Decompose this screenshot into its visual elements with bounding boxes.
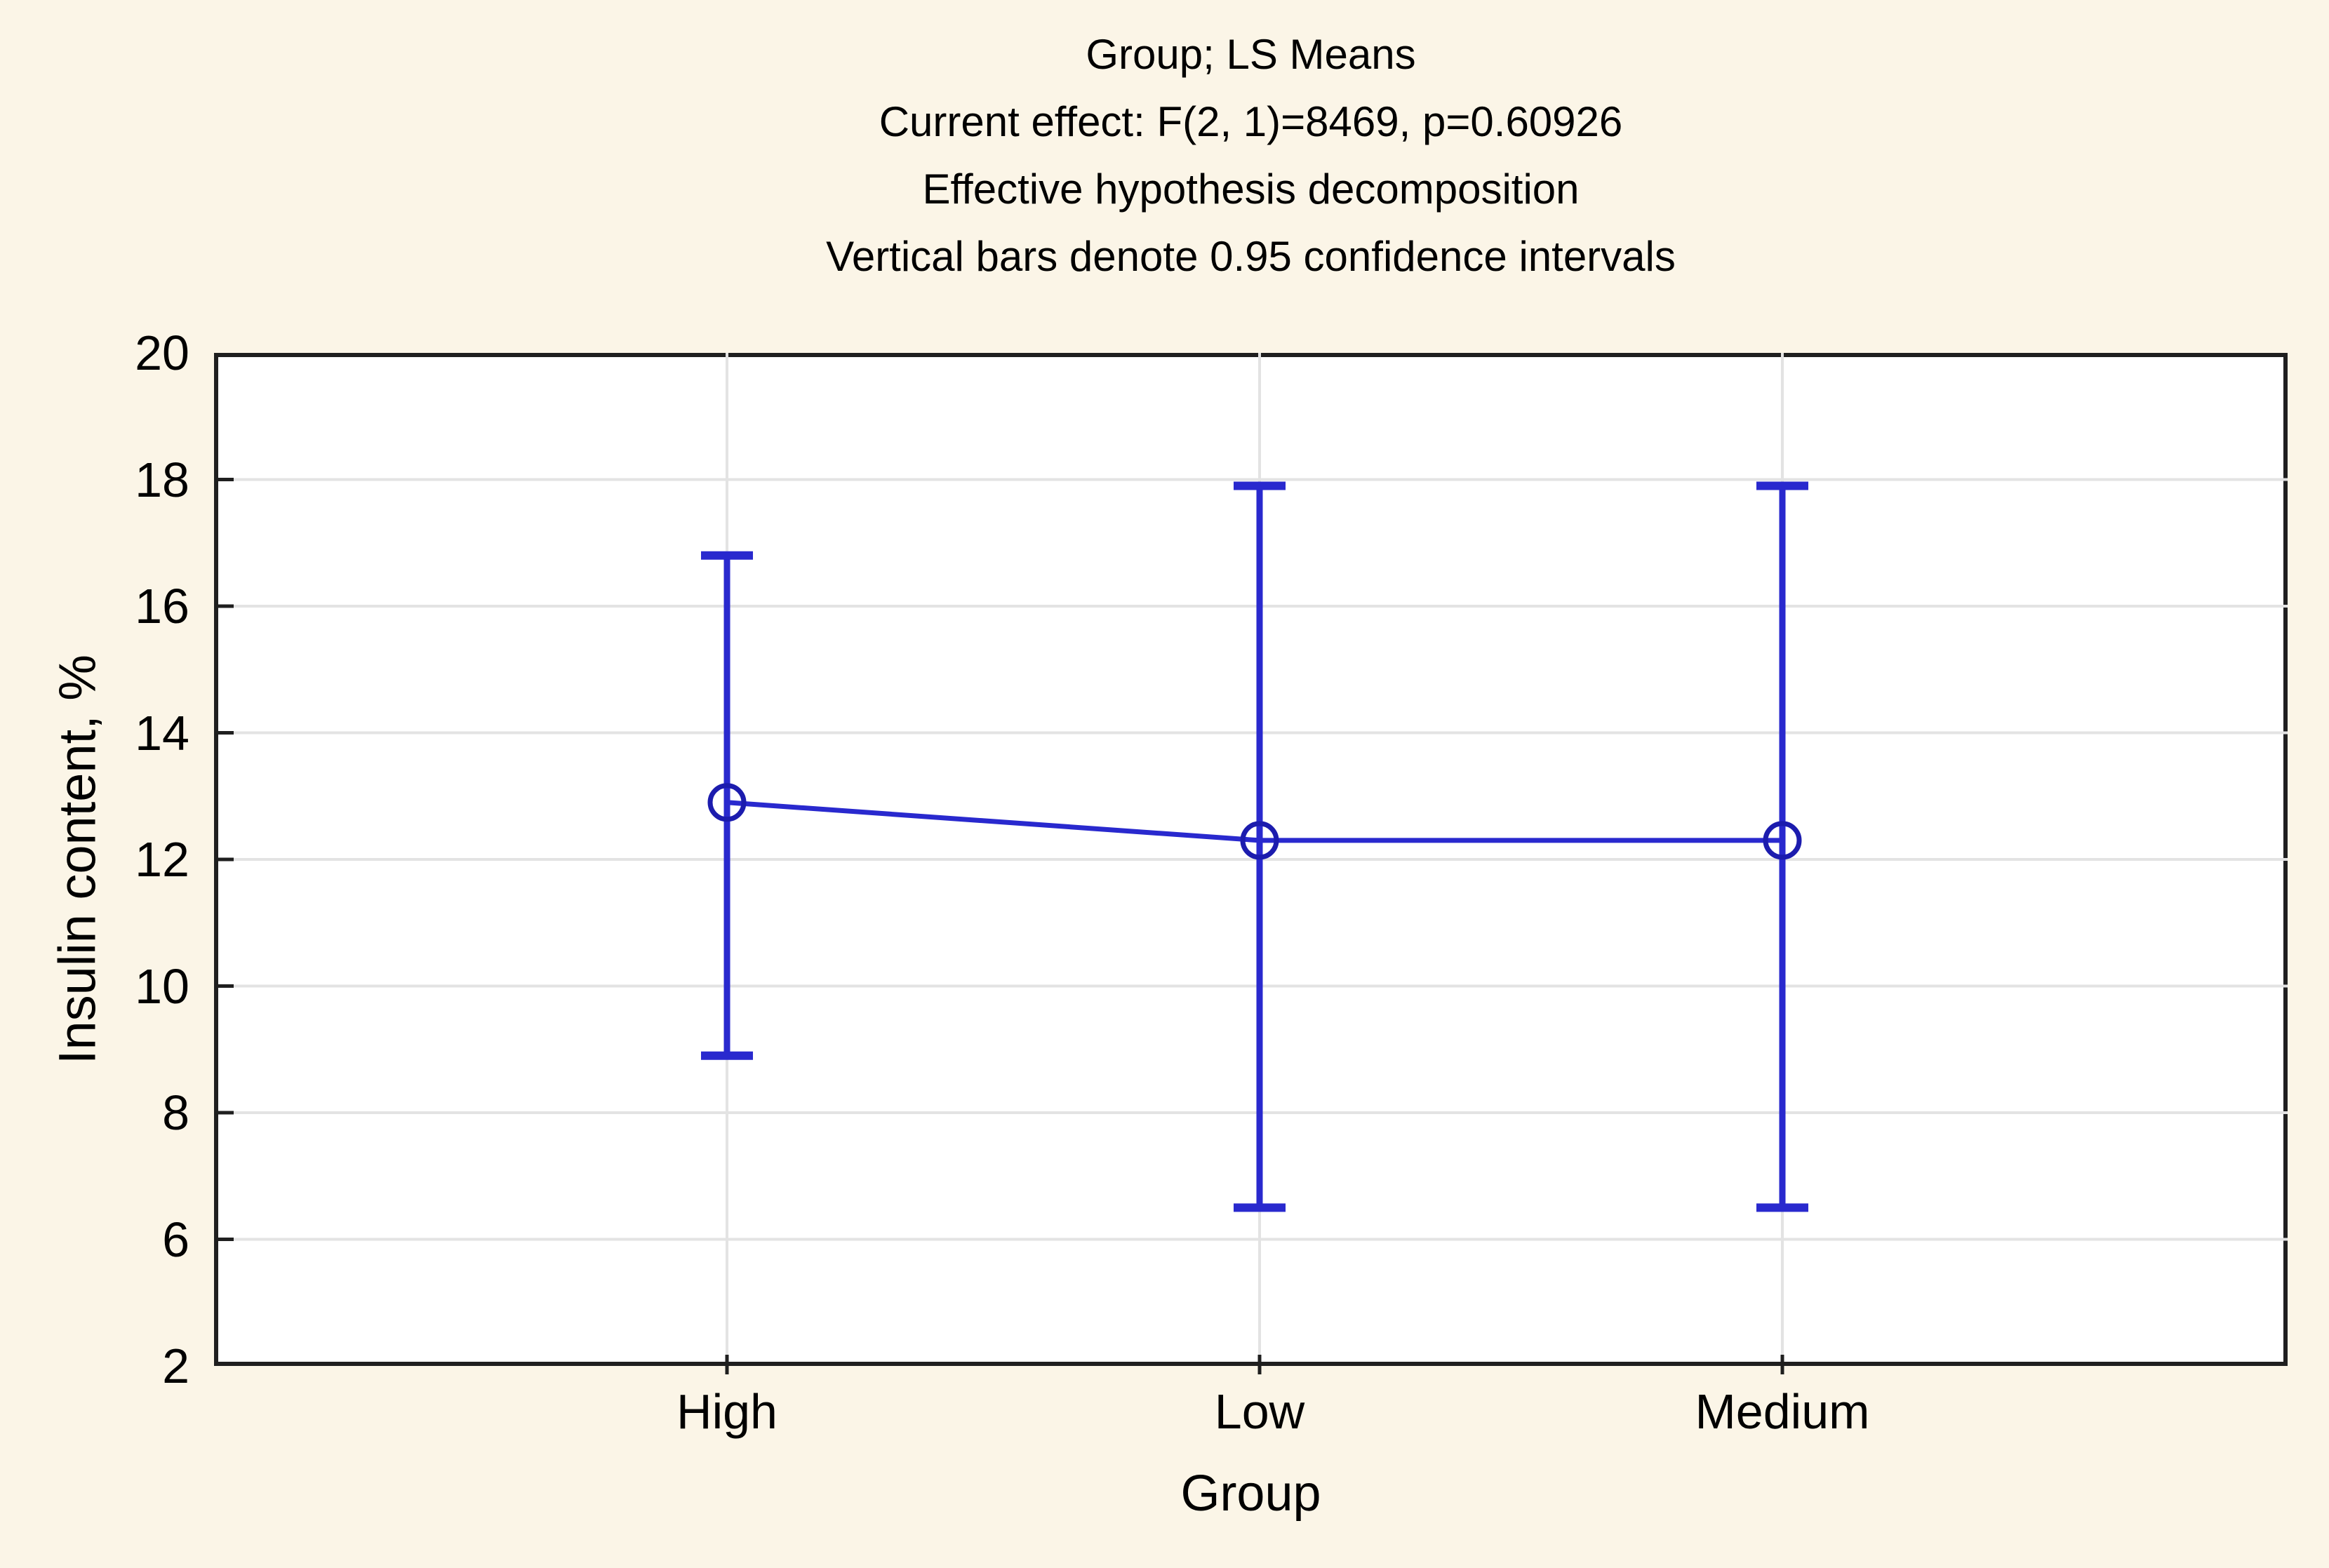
chart-subtitle-errorbars: Vertical bars denote 0.95 confidence int… (826, 233, 1676, 280)
y-tick-label: 18 (135, 452, 189, 507)
x-category-label: Low (1214, 1384, 1305, 1439)
y-tick-label: 2 (162, 1339, 189, 1393)
mean-marker (707, 783, 747, 822)
chart-subtitle-decomposition: Effective hypothesis decomposition (922, 166, 1580, 213)
y-tick-label: 8 (162, 1085, 189, 1140)
chart-subtitle-effect: Current effect: F(2, 1)=8469, p=0.60926 (879, 98, 1623, 145)
chart-title-block: Group; LS Means Current effect: F(2, 1)=… (214, 21, 2288, 290)
mean-marker (1763, 821, 1802, 860)
series-line (726, 800, 1782, 843)
mean-marker (1240, 821, 1279, 860)
x-axis-title: Group (1180, 1466, 1321, 1522)
y-tick-label: 10 (135, 958, 189, 1014)
y-tick-label: 20 (135, 326, 189, 380)
y-tick-label: 16 (135, 579, 189, 634)
y-tick-label: 6 (162, 1212, 189, 1267)
y-tick-label: 12 (135, 832, 189, 887)
plot-canvas (214, 353, 2288, 1374)
chart-title: Group; LS Means (1086, 31, 1416, 78)
y-tick-label: 14 (135, 705, 189, 760)
plot-area (214, 353, 2288, 1374)
x-category-label: High (676, 1384, 778, 1439)
x-category-label: Medium (1695, 1384, 1870, 1439)
